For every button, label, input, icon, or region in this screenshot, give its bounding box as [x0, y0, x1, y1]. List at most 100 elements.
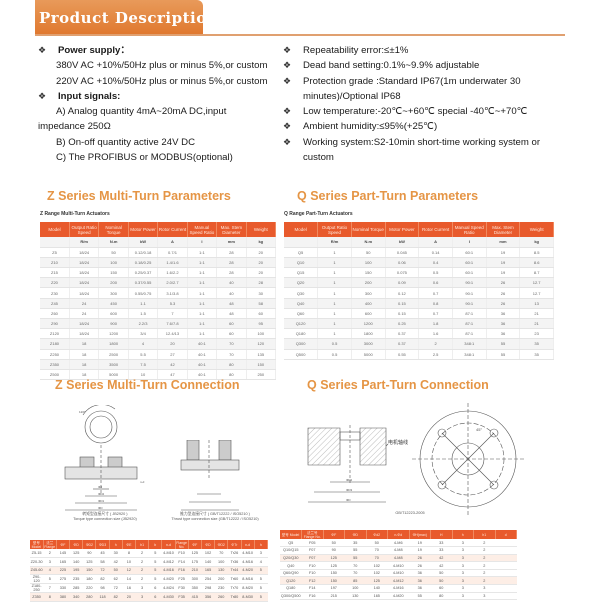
table-cell: 50	[323, 539, 345, 548]
table-cell: 4	[43, 566, 57, 575]
table-cell: 145	[56, 549, 70, 558]
table-cell: Q20/Q30	[280, 554, 302, 563]
z-torque-connection-drawing: ΦD ΦD1 ΦD2 Φd n-d 120°	[64, 405, 145, 511]
column-header: Rotor Current	[157, 222, 188, 237]
table-cell: F05	[301, 539, 323, 548]
list-item-text: Protection grade :Standard IP67(1m under…	[303, 75, 521, 102]
table-cell: 60	[216, 328, 247, 340]
table-cell: 0.6	[418, 277, 453, 289]
table-cell: 33	[430, 546, 452, 555]
table-cell: F07	[301, 554, 323, 563]
z-connection-table: 型号 Model 法兰 Flange ΦF ΦD ΦD2 ΦD3 h ΦE h1 b n-d Flan…	[30, 540, 269, 602]
q-params-title: Q Series Part-Turn Parameters	[297, 189, 479, 203]
table-cell: Z90	[40, 318, 70, 330]
table-cell: 42	[157, 359, 188, 370]
z-params-table: Model Output Ratio Speed Nominal Torque Mot…	[40, 222, 277, 381]
table-cell: 13	[519, 298, 554, 309]
table-cell: Z180	[40, 338, 70, 350]
table-cell: 0.14	[418, 247, 453, 258]
table-cell: 1	[317, 247, 352, 258]
table-cell: 4-M12	[161, 557, 176, 567]
left-spec-list: ❖ Power supply： 380V AC +10%/50Hz plus or …	[38, 43, 278, 165]
table-cell: 200	[351, 277, 386, 289]
table-cell: 4-M8	[387, 546, 409, 555]
table-cell: 0.075	[385, 267, 420, 279]
table-cell: 19	[486, 247, 521, 258]
table-row: Z250 18 2500 5.5 27 40:1 70 135	[40, 349, 277, 360]
table-cell: 28	[216, 267, 247, 279]
unit-cell: R/m	[317, 237, 352, 248]
table-cell	[495, 569, 517, 578]
table-cell: 450	[98, 298, 129, 309]
z-torque-caption: 转矩型连接尺寸 ( JB2920 ) Torque type connection…	[55, 512, 155, 522]
table-cell: 10	[122, 557, 136, 567]
table-cell: 165	[366, 592, 388, 601]
column-header: Max. Stem Diameter	[216, 222, 247, 237]
list-item-text: Dead band setting:0.1%~9.9% adjustable	[303, 60, 480, 72]
list-item: A) Analog quantity 4mA~20mA DC,input	[38, 104, 278, 119]
table-row: Q300 0.5 3000 0.37 2 348:1 55 35	[284, 338, 554, 350]
list-item-text: 220V AC +10%/50Hz plus or minus 5%,or cu…	[56, 75, 268, 87]
table-cell: Z60	[40, 308, 70, 320]
table-cell: 1800	[98, 338, 129, 350]
table-cell: 1	[317, 328, 352, 340]
table-cell: 18	[69, 338, 100, 350]
table-cell: 150	[323, 576, 345, 586]
table-cell: 1.5	[128, 308, 159, 320]
z-thrust-connection-drawing	[180, 440, 240, 511]
table-cell: 82	[95, 574, 110, 584]
q-params-table: Model Output Ratio Speed Nominal Torque Mot…	[284, 222, 554, 360]
table-cell: 1	[317, 318, 352, 330]
table-cell: 3	[473, 592, 495, 601]
table-cell: 20	[246, 247, 277, 258]
column-header: Manual Speed Ratio	[187, 222, 218, 237]
table-cell: 18	[69, 359, 100, 370]
table-cell: 87:1	[452, 318, 487, 330]
dim-label: ΦD	[98, 506, 103, 510]
bullet-icon: ❖	[38, 45, 47, 55]
table-row: Q300/Q500 F16 215 130 165 4-M20 55 80 3 3	[280, 592, 517, 601]
table-cell: 18/24	[69, 277, 100, 289]
list-item: ❖ Dead band setting:0.1%~9.9% adjustable	[283, 58, 543, 73]
table-cell: 3	[452, 584, 474, 593]
table-cell: 90:1	[452, 287, 487, 299]
table-cell: 100	[246, 328, 277, 340]
table-cell: 3	[452, 576, 474, 586]
list-item-text: impedance 250Ω	[38, 121, 111, 133]
caption-cn: 推力型连接尺寸 ( GB/T12222 / ISO5210 )	[180, 512, 250, 516]
column-header: 型号 Model	[280, 530, 302, 539]
table-cell: 90:1	[452, 277, 487, 289]
table-row: Q60/Q90 F10 150 70 102 4-M10 36 50 3 2	[280, 569, 517, 578]
table-cell: 50	[366, 539, 388, 548]
table-cell: 3/4	[128, 328, 159, 340]
table-cell: 102	[201, 549, 215, 558]
dim-label: 45°	[476, 427, 482, 432]
unit-cell: A	[418, 237, 453, 248]
table-cell: 150	[351, 267, 386, 279]
table-cell: 5	[254, 566, 268, 575]
table-row: Q20 1 200 0.09 0.6 90:1 26 12.7	[284, 277, 554, 289]
table-cell: 10	[128, 369, 159, 381]
table-cell: F10	[175, 549, 189, 558]
table-cell: 0.15	[385, 298, 420, 309]
table-cell: 100	[214, 557, 228, 567]
table-cell: 36	[486, 318, 521, 330]
table-cell: 24	[69, 308, 100, 320]
table-cell: 1800	[351, 328, 386, 340]
table-cell: 1:1	[187, 267, 218, 279]
table-header-row: 型号 Model 法兰 Flange ΦF ΦD ΦD2 ΦD3 h ΦE h1 b n-d Flan…	[30, 540, 269, 549]
table-cell: 8.5	[519, 247, 554, 258]
table-cell: Tr26	[227, 549, 241, 558]
list-item-text: Repeatability error:≤±1%	[303, 45, 409, 56]
table-cell: 4-M24	[161, 583, 176, 593]
table-cell: 90	[82, 549, 96, 558]
column-header: ΦE	[122, 540, 137, 549]
table-cell: 2.2/3	[128, 318, 159, 330]
table-cell: 36	[486, 328, 521, 340]
unit-cell: kg	[246, 237, 277, 248]
table-cell: Q10	[284, 257, 319, 269]
table-cell: 72	[95, 566, 110, 575]
table-cell: 45	[95, 549, 110, 558]
table-cell: 90:1	[452, 298, 487, 309]
